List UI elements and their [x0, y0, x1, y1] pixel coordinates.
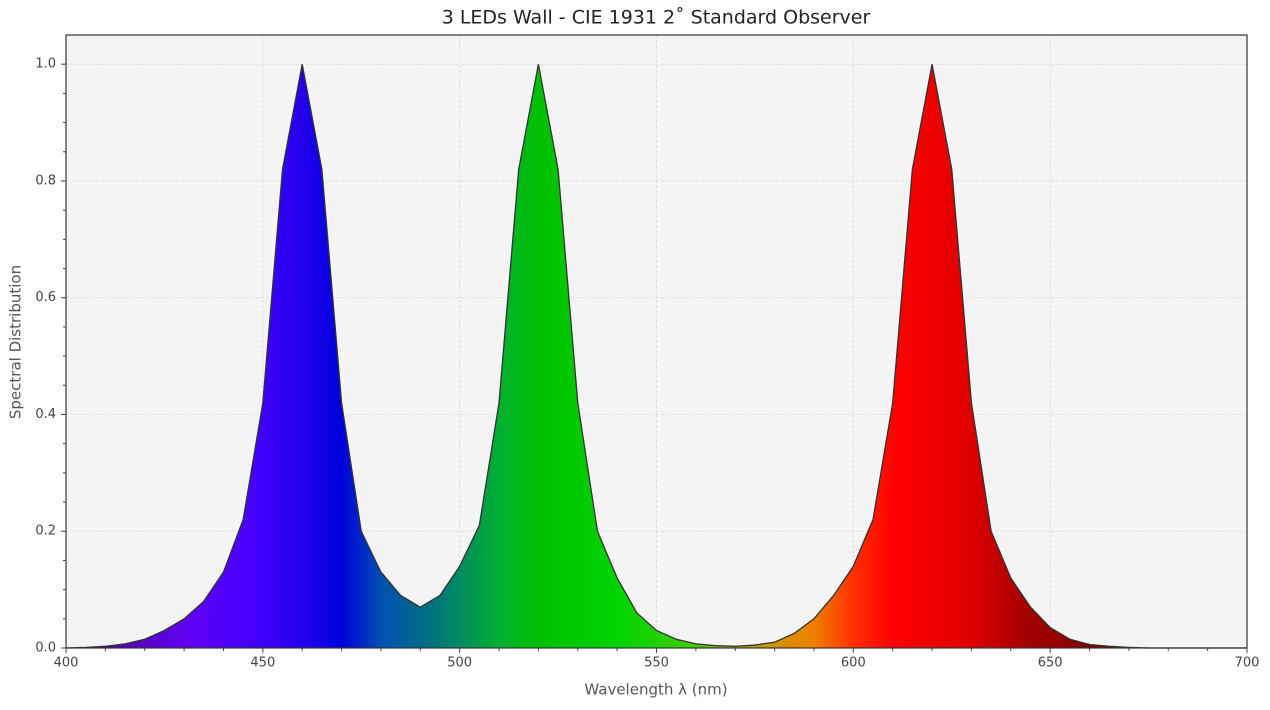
y-tick-label: 0.6 — [35, 290, 56, 305]
x-axis-label: Wavelength λ (nm) — [584, 681, 727, 699]
y-tick-label: 0.2 — [35, 524, 56, 539]
chart-title: 3 LEDs Wall - CIE 1931 2˚ Standard Obser… — [442, 7, 871, 29]
x-tick-label: 500 — [447, 656, 472, 671]
y-axis-label: Spectral Distribution — [7, 265, 25, 419]
x-tick-label: 550 — [644, 656, 669, 671]
x-tick-label: 450 — [250, 656, 275, 671]
x-tick-label: 650 — [1038, 656, 1063, 671]
y-tick-label: 0.8 — [35, 173, 56, 188]
y-tick-label: 1.0 — [35, 57, 56, 72]
area-fill — [66, 64, 1247, 648]
plot — [65, 64, 1247, 649]
y-tick-label: 0.0 — [35, 641, 56, 656]
axes: 400 450 500 550 600 650 700 0.0 0.2 0.4 0.6 0.8 1.0 — [35, 57, 1259, 671]
x-tick-label: 600 — [841, 656, 866, 671]
spectrum-line — [65, 64, 1247, 649]
y-tick-label: 0.4 — [35, 407, 56, 422]
x-tick-label: 400 — [54, 656, 79, 671]
x-tick-label: 700 — [1235, 656, 1260, 671]
